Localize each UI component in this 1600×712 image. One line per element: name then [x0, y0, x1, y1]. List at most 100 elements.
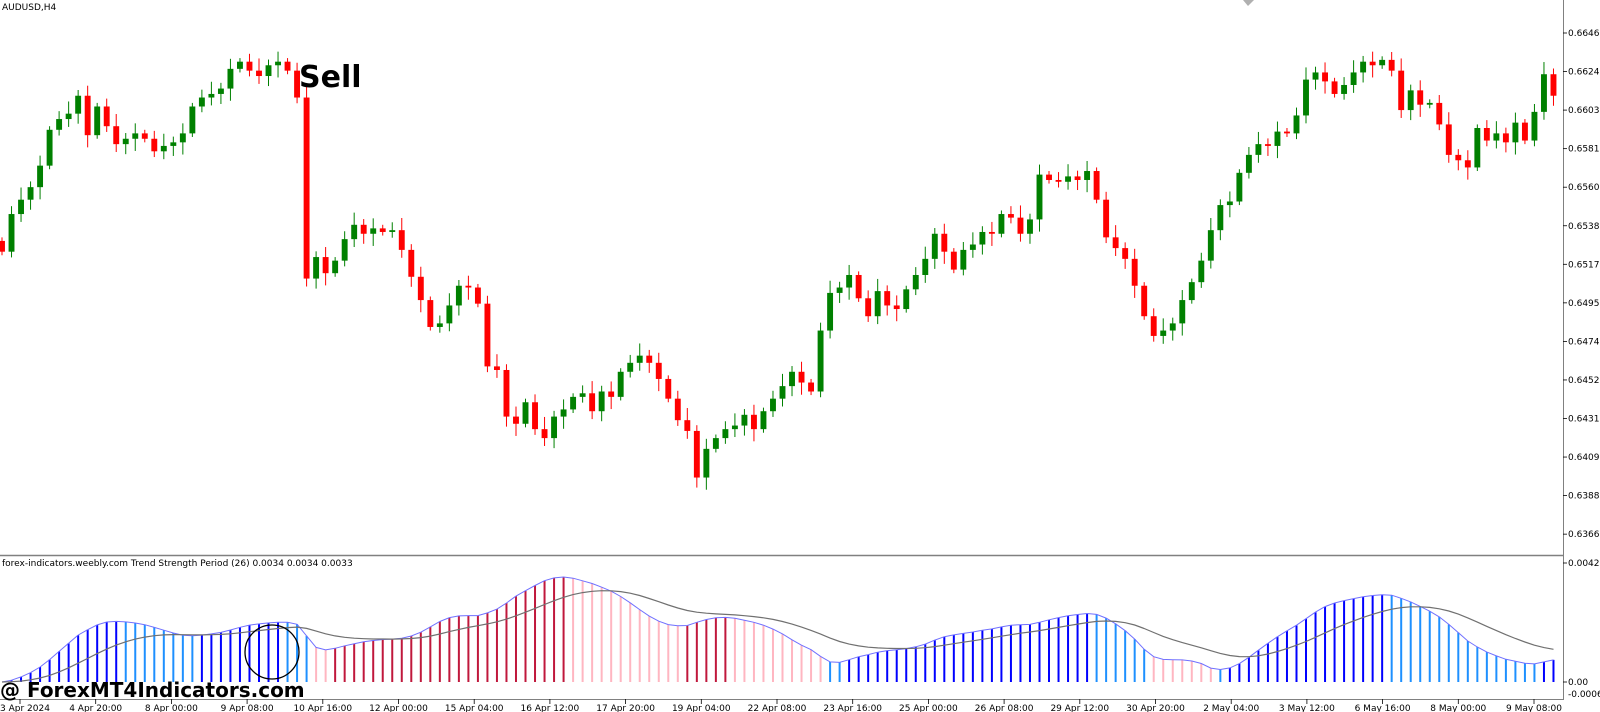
date-tick: 30 Apr 20:00	[1126, 699, 1185, 712]
candle	[341, 231, 348, 267]
date-tick: 26 Apr 08:00	[975, 699, 1034, 712]
candle	[627, 354, 634, 378]
candle	[893, 295, 900, 322]
candle	[532, 394, 538, 435]
indicator-axis[interactable]: 0.0042 0.00 -0.0006	[1563, 559, 1600, 700]
candle	[950, 248, 957, 274]
candle	[855, 271, 862, 302]
candle	[1341, 77, 1348, 100]
date-tick: 3 May 12:00	[1279, 699, 1335, 712]
candle	[731, 413, 738, 438]
date-tick: 22 Apr 08:00	[748, 699, 807, 712]
candle	[789, 366, 795, 397]
price-tick-label: 0.64095	[1568, 453, 1600, 463]
candle	[27, 181, 34, 210]
candle	[332, 257, 339, 277]
candle	[1255, 131, 1262, 163]
date-tick: 2 May 04:00	[1203, 699, 1259, 712]
candle	[998, 210, 1005, 238]
candle	[1541, 62, 1547, 120]
indicator-pane[interactable]: forex-indicators.weebly.com Trend Streng…	[1, 559, 1555, 683]
price-tick-label: 0.63665	[1568, 530, 1600, 540]
indicator-tick-zero: 0.00	[1568, 678, 1588, 688]
candle	[1007, 206, 1014, 224]
price-tick: 0.65815	[1563, 145, 1600, 155]
candle	[979, 226, 986, 255]
candle	[227, 58, 234, 101]
candle	[874, 278, 881, 325]
date-tick-label: 23 Apr 16:00	[823, 704, 882, 712]
candle	[446, 293, 453, 332]
candle	[1331, 77, 1338, 98]
candle	[865, 290, 872, 322]
date-tick-label: 12 Apr 00:00	[369, 704, 428, 712]
candle	[427, 296, 434, 331]
candle	[103, 98, 110, 132]
date-tick-label: 15 Apr 04:00	[445, 704, 504, 712]
date-tick: 3 Apr 2024	[0, 699, 50, 712]
price-tick: 0.65385	[1563, 222, 1600, 232]
candle	[94, 102, 101, 139]
candle	[408, 244, 415, 287]
candle	[1436, 95, 1443, 131]
price-tick-label: 0.65385	[1568, 222, 1600, 232]
candle	[1455, 149, 1462, 171]
candle	[122, 133, 129, 155]
price-tick-label: 0.64955	[1568, 299, 1600, 309]
candle	[1512, 112, 1519, 155]
candle	[1093, 167, 1100, 204]
date-tick-label: 30 Apr 20:00	[1126, 704, 1185, 712]
candle	[1379, 56, 1386, 69]
date-tick-label: 3 May 12:00	[1279, 704, 1335, 712]
candle	[465, 275, 472, 300]
date-tick-label: 17 Apr 20:00	[596, 704, 655, 712]
candle	[1274, 121, 1281, 159]
candle	[884, 285, 891, 316]
candle	[303, 85, 310, 287]
candle	[846, 264, 853, 300]
candle	[969, 232, 976, 258]
price-tick: 0.63665	[1563, 530, 1600, 540]
candle	[294, 62, 301, 104]
date-tick: 9 May 08:00	[1506, 699, 1562, 712]
candle	[56, 111, 63, 136]
candle	[1207, 217, 1214, 269]
candle	[65, 101, 72, 127]
candle	[37, 155, 44, 200]
date-tick: 19 Apr 04:00	[672, 699, 731, 712]
candle	[455, 280, 462, 316]
scroll-marker-icon[interactable]	[1243, 0, 1254, 6]
candle	[712, 434, 719, 453]
candle	[941, 223, 948, 264]
date-tick-label: 3 Apr 2024	[0, 704, 50, 712]
price-tick: 0.66245	[1563, 68, 1600, 78]
candle	[417, 266, 424, 313]
candle	[1360, 55, 1367, 83]
date-tick-label: 16 Apr 12:00	[521, 704, 580, 712]
candle	[560, 399, 567, 429]
candle	[1217, 199, 1224, 241]
watermark: @ ForexMT4Indicators.com	[0, 678, 305, 702]
candle	[579, 385, 586, 403]
price-chart-pane[interactable]: AUDUSD,H4 Sell	[0, 0, 1557, 490]
candle	[1417, 80, 1424, 117]
candle	[1027, 213, 1033, 244]
date-tick-label: 26 Apr 08:00	[975, 704, 1034, 712]
time-axis[interactable]: 3 Apr 2024 4 Apr 20:00 8 Apr 00:00 9 Apr 08…	[0, 699, 1562, 712]
candle	[1179, 290, 1186, 336]
date-tick-label: 10 Apr 16:00	[293, 704, 352, 712]
candle	[1264, 138, 1271, 156]
date-tick-label: 9 May 08:00	[1506, 704, 1562, 712]
candle	[170, 136, 177, 156]
date-tick-label: 19 Apr 04:00	[672, 704, 731, 712]
candle	[1369, 51, 1376, 78]
